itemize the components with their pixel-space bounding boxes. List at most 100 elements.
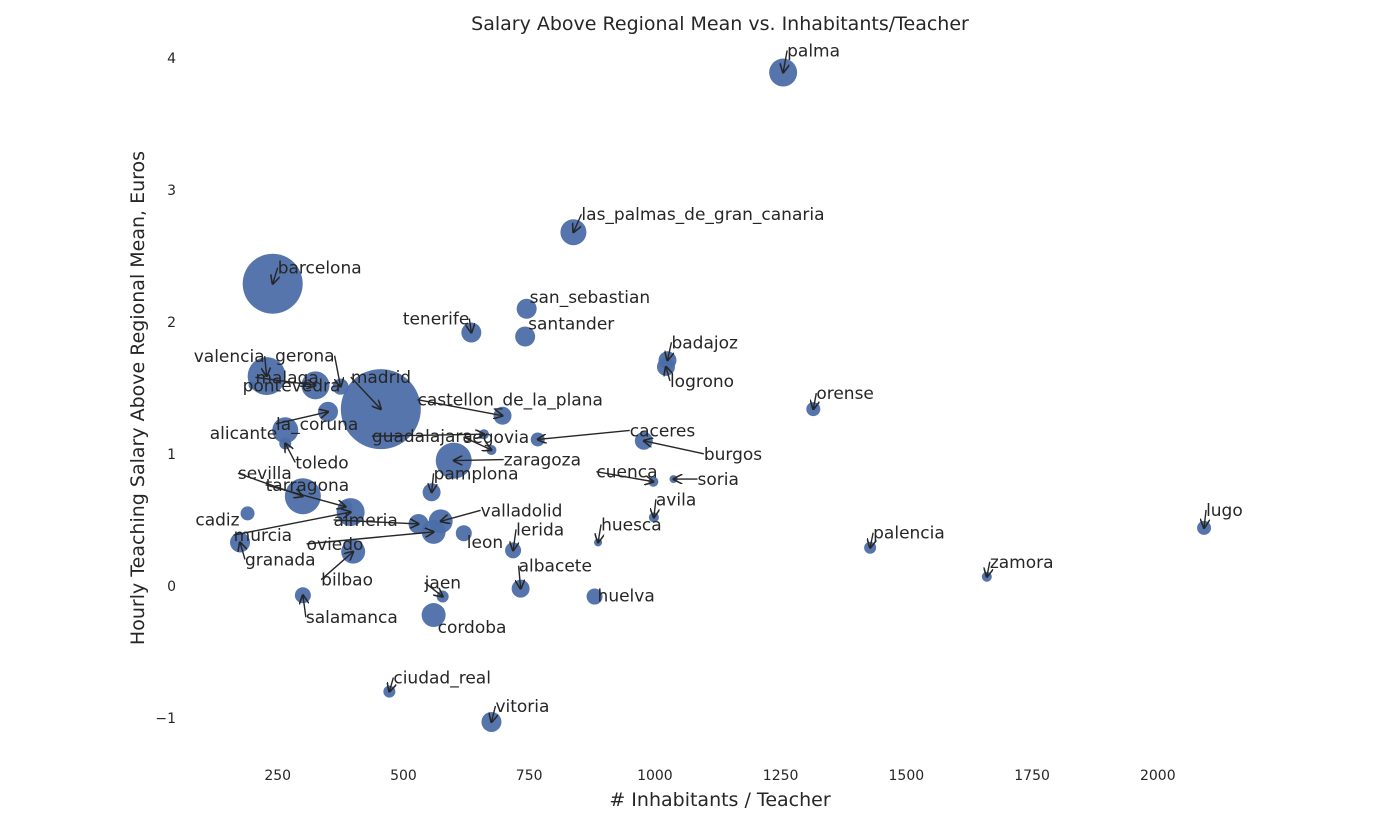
point-label-orense: orense — [816, 384, 874, 404]
annotation-arrow — [813, 392, 816, 409]
data-point-santander — [515, 326, 536, 347]
y-tick-label: −1 — [155, 711, 176, 727]
annotation-arrow — [469, 318, 471, 333]
annotation-arrow — [275, 412, 328, 425]
annotation-arrow — [513, 529, 516, 550]
annotation-arrow — [441, 509, 481, 521]
point-label-badajoz: badajoz — [671, 333, 738, 353]
point-label-segovia: segovia — [463, 428, 529, 448]
point-label-zaragoza: zaragoza — [504, 451, 581, 471]
annotation-arrow — [644, 441, 704, 455]
x-tick-label: 500 — [390, 768, 417, 784]
point-label-malaga: malaga — [255, 368, 318, 388]
point-label-sevilla: sevilla — [238, 464, 292, 484]
point-label-san-sebastian: san_sebastian — [530, 288, 651, 308]
point-label-pamplona: pamplona — [434, 464, 519, 484]
annotation-arrow — [987, 561, 990, 577]
point-label-vitoria: vitoria — [495, 697, 549, 717]
point-label-gerona: gerona — [275, 347, 334, 367]
annotation-arrow — [463, 436, 491, 450]
point-label-burgos: burgos — [704, 445, 762, 465]
x-tick-label: 1250 — [763, 768, 799, 784]
point-label-huelva: huelva — [598, 587, 655, 607]
annotation-arrow — [333, 520, 419, 524]
annotation-arrow — [285, 443, 296, 463]
point-label-huesca: huesca — [601, 515, 662, 535]
point-label-cadiz: cadiz — [195, 510, 239, 530]
point-label-cordoba: cordoba — [438, 618, 507, 638]
point-label-logrono: logrono — [670, 372, 734, 392]
x-tick-label: 250 — [264, 768, 291, 784]
point-label-salamanca: salamanca — [306, 608, 398, 628]
point-label-soria: soria — [698, 470, 739, 490]
data-point-cadiz — [240, 506, 255, 521]
axis-ticks: 250 500 750 1000 1250 1500 1750 2000 −1 0 1 2 3 4 — [155, 51, 1175, 784]
annotation-arrow — [491, 705, 495, 722]
annotation-arrow — [320, 552, 353, 581]
annotation-arrow — [654, 499, 656, 517]
annotation-arrow — [424, 582, 443, 597]
point-label-caceres: caceres — [630, 421, 696, 441]
x-tick-label: 1000 — [637, 768, 673, 784]
data-point-san-sebastian — [516, 298, 537, 319]
point-label-lerida: lerida — [516, 520, 564, 540]
point-label-murcia: murcia — [234, 526, 292, 546]
annotation-arrow — [783, 50, 787, 73]
point-label-valencia: valencia — [194, 347, 265, 367]
annotation-arrow — [265, 356, 267, 376]
point-label-ciudad-real: ciudad_real — [393, 669, 491, 689]
point-label-palma: palma — [787, 42, 840, 62]
annotation-arrow — [573, 213, 583, 232]
annotation-arrow — [598, 524, 601, 542]
annotation-arrow — [667, 342, 671, 360]
point-label-granada: granada — [245, 550, 316, 570]
annotation-arrow — [350, 376, 381, 409]
point-label-albacete: albacete — [519, 557, 592, 577]
point-label-las-palmas-de-gran-canaria: las_palmas_de_gran_canaria — [581, 205, 824, 225]
data-point-pontevedra — [248, 381, 257, 390]
point-label-bilbao: bilbao — [321, 571, 373, 591]
point-label-santander: santander — [528, 315, 614, 335]
point-label-tenerife: tenerife — [403, 310, 470, 330]
point-label-leon: leon — [467, 533, 503, 553]
annotation-arrow — [371, 434, 484, 436]
y-axis-label: Hourly Teaching Salary Above Regional Me… — [127, 151, 149, 645]
annotation-arrow — [233, 512, 351, 536]
point-label-jaen: jaen — [424, 574, 461, 594]
point-label-tarragona: tarragona — [266, 476, 350, 496]
annotation-arrow — [1204, 509, 1206, 528]
y-tick-label: 2 — [167, 315, 176, 331]
x-tick-label: 1500 — [889, 768, 925, 784]
data-point-leon — [455, 525, 472, 542]
point-label-la-coruna: la_coruna — [276, 415, 358, 435]
data-point-huelva — [586, 588, 603, 605]
annotation-arrow — [306, 532, 434, 545]
annotation-arrow — [240, 542, 245, 560]
point-label-oviedo: oviedo — [307, 535, 364, 555]
annotation-arrow — [255, 376, 315, 385]
annotation-arrow — [389, 677, 393, 692]
x-tick-label: 750 — [516, 768, 543, 784]
y-tick-label: 1 — [167, 447, 176, 463]
x-axis-label: # Inhabitants / Teacher — [609, 789, 830, 811]
annotation-arrow — [303, 595, 306, 618]
point-label-valladolid: valladolid — [481, 501, 563, 521]
point-label-zamora: zamora — [990, 553, 1054, 573]
y-tick-label: 0 — [167, 579, 176, 595]
point-label-cuenca: cuenca — [596, 463, 657, 483]
point-label-madrid: madrid — [351, 368, 411, 388]
annotation-arrow — [666, 367, 670, 382]
annotation-arrow — [273, 267, 278, 284]
annotation-arrow — [432, 473, 434, 492]
point-label-toledo: toledo — [295, 453, 348, 473]
point-label-guadalajara: guadalajara — [372, 427, 473, 447]
point-label-avila: avila — [656, 490, 696, 510]
annotation-arrow — [870, 532, 873, 548]
point-label-alicante: alicante — [210, 424, 278, 444]
annotation-arrow — [519, 565, 521, 589]
annotation-arrow — [538, 429, 630, 439]
point-annotations: palma las_palmas_de_gran_canaria barcelona… — [194, 42, 1243, 722]
x-tick-label: 1750 — [1014, 768, 1050, 784]
point-label-lugo: lugo — [1206, 501, 1243, 521]
annotation-arrow — [454, 460, 504, 461]
